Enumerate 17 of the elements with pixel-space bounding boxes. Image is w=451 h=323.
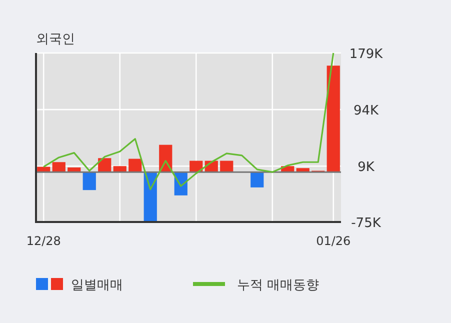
bar [220,160,234,172]
chart-title: 외국인 [36,32,75,47]
legend-label: 누적 매매동향 [237,278,320,293]
bar [113,166,126,172]
y-tick-label: 179K [349,47,384,62]
bar [52,162,66,172]
x-tick-label: 01/26 [316,234,351,248]
y-tick-label: 9K [358,160,375,176]
y-tick-label: -75K [351,216,382,231]
y-tick-label: 94K [353,104,380,119]
bar [250,172,264,188]
bar [128,158,142,172]
line-series [42,52,334,190]
bar [326,66,340,172]
x-tick-label: 12/28 [26,234,61,248]
bar [82,172,96,190]
legend-label: 일별매매 [71,278,123,293]
